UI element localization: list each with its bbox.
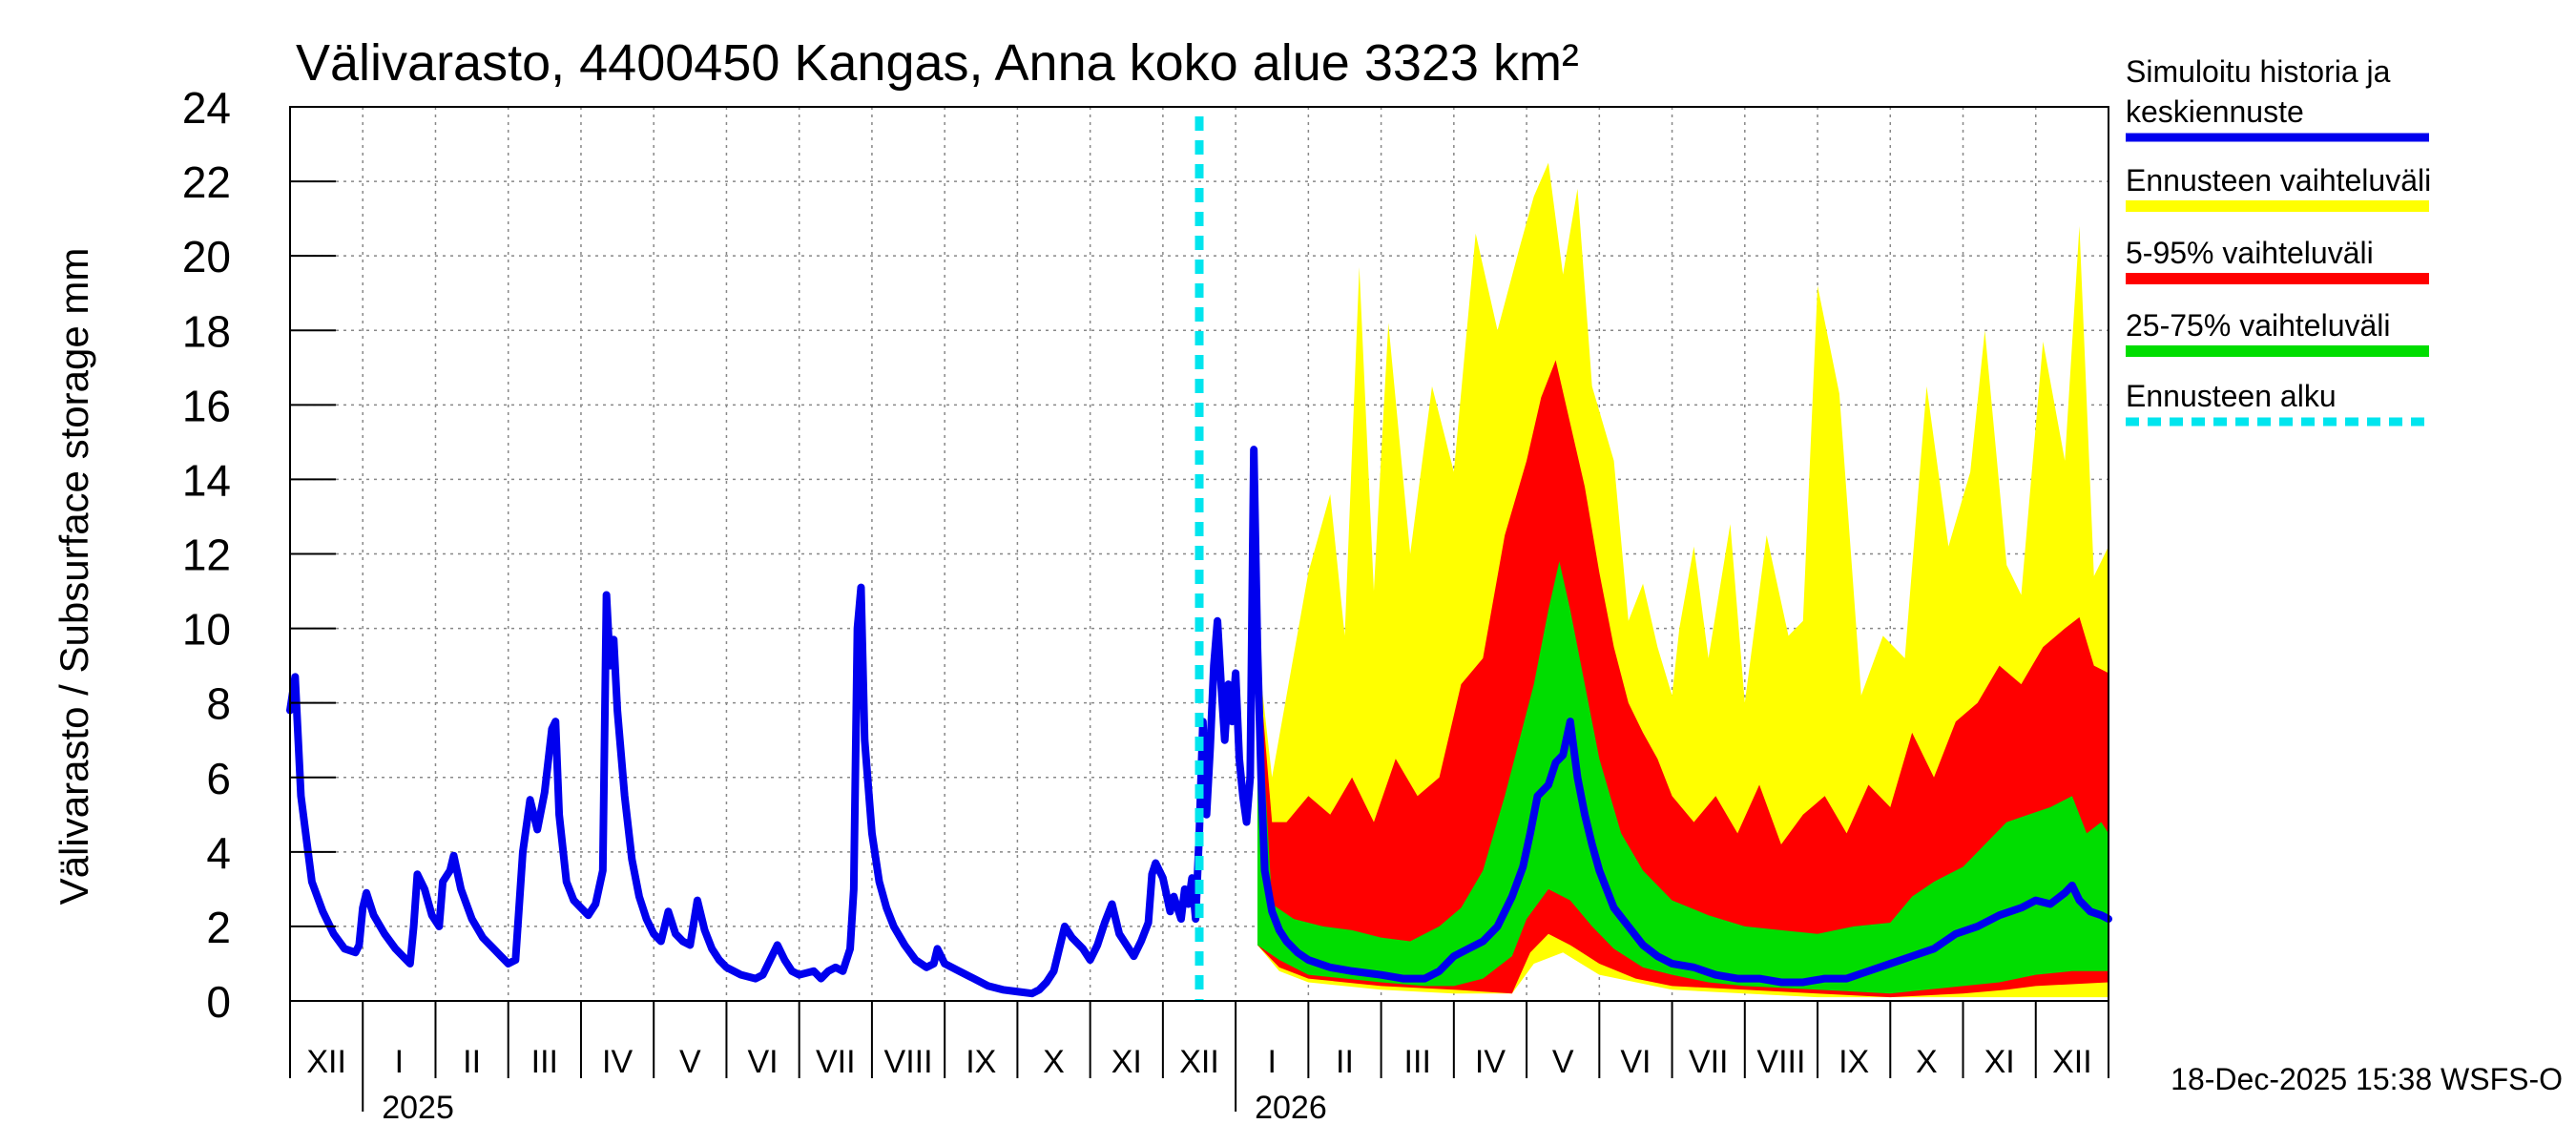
month-label: I bbox=[1268, 1044, 1277, 1080]
legend-label-25-75: 25-75% vaihteluväli bbox=[2126, 308, 2391, 343]
y-tick-label: 10 bbox=[182, 605, 231, 655]
legend: Simuloitu historia ja keskiennuste Ennus… bbox=[2126, 54, 2431, 427]
month-label: XI bbox=[1111, 1044, 1142, 1080]
month-label: IX bbox=[966, 1044, 996, 1080]
month-label: VIII bbox=[1756, 1044, 1805, 1080]
month-label: II bbox=[1336, 1044, 1354, 1080]
y-tick-label: 20 bbox=[182, 232, 231, 281]
y-tick-label: 4 bbox=[206, 828, 231, 878]
legend-label-line2: keskiennuste bbox=[2126, 94, 2304, 129]
y-axis-label: Välivarasto / Subsurface storage mm bbox=[52, 248, 96, 906]
y-tick-label: 12 bbox=[182, 531, 231, 580]
legend-label-5-95: 5-95% vaihteluväli bbox=[2126, 236, 2374, 270]
month-label: I bbox=[395, 1044, 404, 1080]
month-label: V bbox=[1552, 1044, 1574, 1080]
year-label: 2026 bbox=[1255, 1090, 1327, 1126]
year-label: 2025 bbox=[382, 1090, 454, 1126]
bands-layer bbox=[1257, 162, 2109, 998]
month-label: IV bbox=[1475, 1044, 1506, 1080]
y-tick-label: 22 bbox=[182, 157, 231, 207]
band-5-95 bbox=[1257, 360, 2109, 998]
x-axis-year-labels: 2025 2026 bbox=[382, 1090, 1327, 1126]
month-label: X bbox=[1916, 1044, 1938, 1080]
month-label: VI bbox=[1620, 1044, 1651, 1080]
month-label: V bbox=[679, 1044, 701, 1080]
legend-label-forecast-range: Ennusteen vaihteluväli bbox=[2126, 163, 2431, 198]
y-tick-label: 8 bbox=[206, 679, 231, 729]
month-label: IV bbox=[602, 1044, 633, 1080]
legend-label-line1: Simuloitu historia ja bbox=[2126, 54, 2391, 89]
month-label: VIII bbox=[884, 1044, 933, 1080]
month-label: VII bbox=[1689, 1044, 1729, 1080]
y-tick-label: 18 bbox=[182, 306, 231, 356]
band-25-75 bbox=[1257, 561, 2109, 994]
month-label: XII bbox=[2052, 1044, 2092, 1080]
month-label: XI bbox=[1984, 1044, 2015, 1080]
y-tick-label: 24 bbox=[182, 83, 231, 133]
month-label: XII bbox=[306, 1044, 346, 1080]
month-label: X bbox=[1043, 1044, 1065, 1080]
x-axis-month-labels: XII I II III IV V VI VII VIII IX X XI XII I II III IV V VI… bbox=[306, 1044, 2091, 1080]
month-label: III bbox=[1404, 1044, 1431, 1080]
footer-timestamp: 18-Dec-2025 15:38 WSFS-O bbox=[2171, 1062, 2563, 1096]
month-separators bbox=[289, 1001, 2109, 1112]
y-tick-label: 0 bbox=[206, 977, 231, 1027]
y-tick-label: 6 bbox=[206, 754, 231, 803]
legend-label-forecast-start: Ennusteen alku bbox=[2126, 379, 2337, 413]
y-tick-label: 14 bbox=[182, 455, 231, 505]
month-label: IX bbox=[1839, 1044, 1869, 1080]
y-tick-label: 16 bbox=[182, 381, 231, 430]
month-label: II bbox=[463, 1044, 481, 1080]
chart-title: Välivarasto, 4400450 Kangas, Anna koko a… bbox=[296, 34, 1579, 92]
series-line-mean bbox=[286, 446, 2112, 998]
y-tick-label: 2 bbox=[206, 903, 231, 952]
month-label: III bbox=[531, 1044, 558, 1080]
month-label: XII bbox=[1179, 1044, 1219, 1080]
month-label: VII bbox=[816, 1044, 856, 1080]
month-label: VI bbox=[747, 1044, 778, 1080]
